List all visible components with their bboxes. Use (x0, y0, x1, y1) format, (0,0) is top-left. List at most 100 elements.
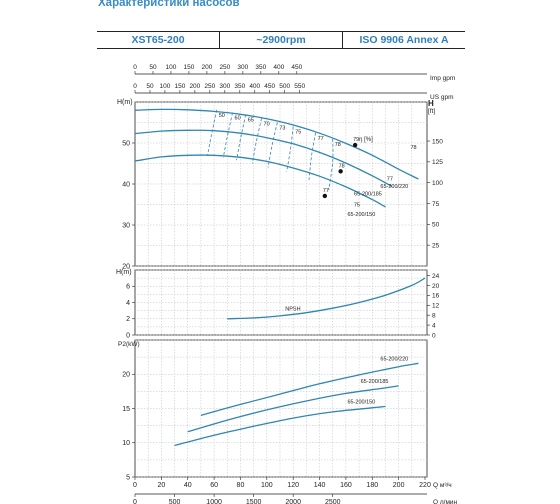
top-axis-unit-label: Imp gpm (430, 75, 455, 82)
efficiency-label: 73 (279, 126, 285, 132)
bottom-axis-unit-label: Q м³/ч (433, 482, 452, 489)
power-curve (187, 385, 399, 433)
power-axis-title: P2(kW) (118, 341, 140, 348)
y-tick-label: 20 (122, 372, 130, 379)
top-axis-tick-label: 350 (255, 64, 266, 71)
label-layer: 2030405025507510012515002460481216202451… (116, 64, 458, 504)
efficiency-axis-label: η [%] (359, 137, 373, 143)
bottom-axis-tick-label: 220 (419, 482, 431, 489)
npsh-curve-label: NPSH (285, 307, 300, 313)
bottom-axis-tick-label: 2000 (285, 499, 301, 504)
top-axis-tick-label: 300 (237, 64, 248, 71)
top-axis-tick-label: 450 (264, 83, 275, 90)
efficiency-line (222, 112, 233, 158)
standard-label: ISO 9906 Annex A (359, 34, 449, 46)
efficiency-line (251, 118, 262, 164)
power-curve-label: 65-200/185 (361, 379, 389, 385)
y-right-tick-label: 8 (432, 312, 436, 319)
y-right-tick-label: 24 (432, 273, 440, 280)
bottom-axis-tick-label: 1500 (246, 499, 262, 504)
efficiency-line (308, 132, 316, 180)
bottom-axis-tick-label: 60 (210, 482, 218, 489)
bottom-axis-tick-label: 1000 (206, 499, 222, 504)
top-axis-tick-label: 550 (294, 83, 305, 90)
top-axis-tick-label: 50 (149, 64, 157, 71)
y-tick-label: 5 (126, 474, 130, 481)
head-curve (134, 129, 393, 188)
panel-frame (134, 269, 428, 336)
y-right-tick-label: 4 (432, 322, 436, 329)
top-axis-tick-label: 450 (291, 64, 302, 71)
y-right-tick-label: 125 (432, 159, 443, 166)
bottom-axis-tick-label: 0 (133, 482, 137, 489)
head-axis-title: H(m) (117, 99, 133, 106)
head-curve-label: 65-200/185 (354, 191, 382, 197)
top-axis-tick-label: 300 (219, 83, 230, 90)
efficiency-label: 78 (335, 142, 341, 148)
efficiency-label: 65 (248, 118, 254, 124)
bottom-axis-tick-label: 0 (133, 499, 137, 504)
page-title: Характеристики насосов (98, 0, 240, 9)
bottom-axis-tick-label: 2500 (325, 499, 341, 504)
top-axis-tick-label: 500 (279, 83, 290, 90)
efficiency-label: 60 (235, 116, 241, 122)
top-axis-unit-label: US gpm (430, 94, 453, 101)
top-axis-tick-label: 400 (249, 83, 260, 90)
speed-label: ~2900rpm (256, 34, 306, 46)
head-curve (134, 154, 386, 208)
head-curve-label: 65-200/150 (347, 212, 375, 218)
top-axis-tick-label: 250 (219, 64, 230, 71)
top-axis-tick-label: 400 (273, 64, 284, 71)
efficiency-line (286, 126, 294, 172)
y-tick-label: 4 (126, 300, 130, 307)
bep-label: 78 (339, 163, 345, 169)
model-label: XST65-200 (131, 34, 185, 46)
power-curve-label: 65-200/220 (380, 356, 408, 362)
head-curve-label: 65-200/220 (380, 184, 408, 190)
bottom-axis-tick-label: 100 (261, 482, 273, 489)
bottom-axis-tick-label: 160 (340, 482, 352, 489)
efficiency-label: 70 (264, 121, 270, 127)
curve-end-label: 78 (411, 145, 417, 151)
grid-layer (132, 71, 430, 497)
curve-end-label: 75 (354, 203, 360, 209)
bottom-axis-tick-label: 40 (184, 482, 192, 489)
bep-point (322, 193, 328, 199)
bottom-axis-unit-label: Q л/мин (433, 499, 458, 504)
head-curve (134, 108, 419, 180)
efficiency-label: 77 (318, 136, 324, 142)
y-right-tick-label: 150 (432, 138, 443, 145)
y-right-tick-label: 0 (432, 332, 436, 339)
top-axis-tick-label: 350 (234, 83, 245, 90)
bottom-axis-tick-label: 120 (287, 482, 299, 489)
y-tick-label: 10 (122, 440, 130, 447)
y-right-tick-label: 20 (432, 283, 440, 290)
y-tick-label: 2 (126, 316, 130, 323)
bottom-axis-tick-label: 180 (366, 482, 378, 489)
top-axis-tick-label: 100 (166, 64, 177, 71)
bottom-axis-tick-label: 80 (237, 482, 245, 489)
efficiency-label: 50 (219, 113, 225, 119)
y-right-tick-label: 75 (432, 201, 440, 208)
efficiency-line (328, 138, 334, 191)
top-axis-tick-label: 150 (183, 64, 194, 71)
top-axis-tick-label: 200 (189, 83, 200, 90)
bottom-axis-tick-label: 20 (157, 482, 165, 489)
efficiency-line (207, 109, 218, 156)
npsh-curve (227, 277, 426, 320)
bep-label: 79 (353, 137, 359, 143)
header-divider (219, 32, 220, 48)
efficiency-label: 75 (295, 130, 301, 136)
top-axis-tick-label: 200 (201, 64, 212, 71)
y-tick-label: 40 (122, 181, 130, 188)
y-right-tick-label: 16 (432, 293, 440, 300)
y-right-tick-label: 25 (432, 242, 440, 249)
power-curve (174, 405, 386, 447)
y-tick-label: 50 (122, 140, 130, 147)
bottom-axis-tick-label: 200 (393, 482, 405, 489)
top-axis-tick-label: 0 (133, 64, 137, 71)
y-tick-label: 20 (122, 263, 130, 270)
y-right-tick-label: 100 (432, 180, 443, 187)
y-tick-label: 15 (122, 406, 130, 413)
